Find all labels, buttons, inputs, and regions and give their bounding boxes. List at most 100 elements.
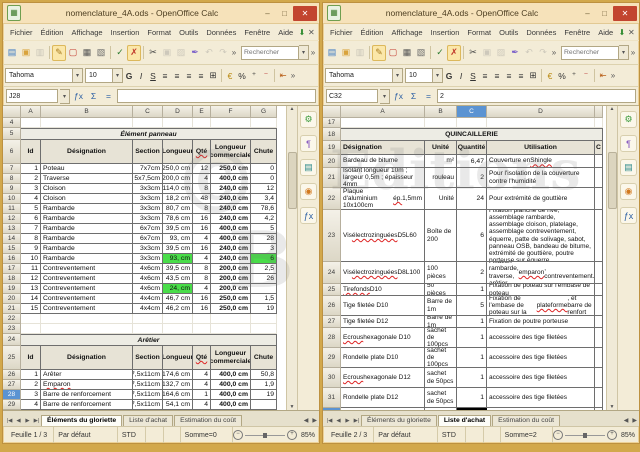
- cell-edge21[interactable]: [595, 168, 603, 188]
- row-header-22[interactable]: 22: [3, 314, 21, 324]
- functions-icon[interactable]: ƒx: [300, 207, 317, 224]
- cell-G7[interactable]: 0: [251, 164, 277, 174]
- cell-C21[interactable]: 4x4cm: [133, 304, 163, 314]
- sheet-nav-icon-1[interactable]: ◀: [16, 418, 21, 424]
- row-header-21[interactable]: 21: [323, 168, 341, 188]
- cell-A31[interactable]: Rondelle plate D12: [341, 388, 425, 408]
- cell-F29[interactable]: 400,0 cm: [211, 400, 251, 410]
- cell-B27[interactable]: Barre de 1m: [425, 316, 457, 328]
- update-available-icon[interactable]: ⬇: [298, 27, 306, 37]
- cell-A9[interactable]: 3: [21, 184, 41, 194]
- row-header-8[interactable]: 8: [3, 174, 21, 184]
- cell-B16[interactable]: Rambarde: [41, 254, 133, 264]
- cell-C20[interactable]: 4x4cm: [133, 294, 163, 304]
- cell-D25[interactable]: Fixation de poteau sur l'embase de potea…: [487, 284, 595, 296]
- menu-fichier[interactable]: Fichier: [330, 27, 353, 37]
- close-document-icon[interactable]: ✕: [627, 27, 635, 37]
- toolbar-overflow-icon[interactable]: »: [231, 48, 237, 57]
- cell-B25[interactable]: 50 pièces: [425, 284, 457, 296]
- cell-C15[interactable]: 3x3cm: [133, 244, 163, 254]
- cell-edge25[interactable]: [595, 284, 603, 296]
- cell-D21[interactable]: 46,2 cm: [163, 304, 193, 314]
- sheet-tab-liste-d-achat[interactable]: Liste d'achat: [437, 415, 492, 426]
- cell-C19[interactable]: 4x6cm: [133, 284, 163, 294]
- row-header-26[interactable]: 26: [323, 296, 341, 316]
- undo-icon[interactable]: ↶: [525, 47, 533, 57]
- menu-aide[interactable]: Aide: [598, 27, 614, 37]
- cell-B28[interactable]: sachet de 100pcs: [425, 328, 457, 348]
- menu-fichier[interactable]: Fichier: [10, 27, 33, 37]
- cell-E23[interactable]: [193, 324, 211, 334]
- font-size-select[interactable]: 10: [85, 68, 113, 83]
- cell-A4[interactable]: [21, 118, 41, 128]
- cell-B31[interactable]: sachet de 50pcs: [425, 388, 457, 408]
- font-name-select[interactable]: Tahoma: [325, 68, 393, 83]
- cell-edge23[interactable]: [595, 210, 603, 262]
- font-name-select[interactable]: Tahoma: [5, 68, 73, 83]
- cell-C11[interactable]: 3x3cm: [133, 204, 163, 214]
- cell-C20[interactable]: 6,47: [457, 155, 487, 168]
- undo-icon[interactable]: ↶: [205, 47, 213, 57]
- sheet-nav-icon-3[interactable]: ▶|: [353, 418, 360, 424]
- zoom-in-icon[interactable]: +: [286, 430, 297, 440]
- cell-G6[interactable]: Chute: [251, 140, 277, 164]
- cell-B14[interactable]: Rambarde: [41, 234, 133, 244]
- spellcheck-icon[interactable]: ✓: [436, 47, 444, 57]
- cell-C9[interactable]: 3x3cm: [133, 184, 163, 194]
- cell-A20[interactable]: 14: [21, 294, 41, 304]
- cell-B17[interactable]: [425, 118, 457, 128]
- cell-F18[interactable]: 200,0 cm: [211, 274, 251, 284]
- cell-F22[interactable]: [211, 314, 251, 324]
- scroll-down-icon[interactable]: ▼: [289, 404, 295, 410]
- cell-D19[interactable]: 24, cm: [163, 284, 193, 294]
- function-icon[interactable]: =: [106, 91, 111, 101]
- currency-format-icon[interactable]: €: [227, 70, 233, 81]
- add-decimal-icon[interactable]: ⁺: [571, 70, 577, 80]
- cell-E17[interactable]: 8: [193, 264, 211, 274]
- hscroll-arrow-1[interactable]: ▶: [632, 418, 637, 424]
- scroll-up-icon[interactable]: ▲: [289, 106, 295, 112]
- cell-B29[interactable]: Barre de renforcement: [41, 400, 133, 410]
- cell-C30[interactable]: 1: [457, 368, 487, 388]
- menu-outils[interactable]: Outils: [179, 27, 199, 37]
- print-icon[interactable]: ▦: [82, 47, 92, 57]
- merge-cells-icon[interactable]: ⊞: [209, 70, 217, 80]
- cell-E18[interactable]: 8: [193, 274, 211, 284]
- col-header-A[interactable]: A: [21, 106, 41, 118]
- zoom-track[interactable]: [564, 432, 605, 438]
- cell-B26[interactable]: Arêter: [41, 370, 133, 380]
- cell-B21[interactable]: Contreventement: [41, 304, 133, 314]
- row-header-21[interactable]: 21: [3, 304, 21, 314]
- menu-aide[interactable]: Aide: [278, 27, 294, 37]
- decrease-indent-icon[interactable]: ⇤: [279, 70, 287, 80]
- cell-E13[interactable]: 16: [193, 224, 211, 234]
- clone-formatting-icon[interactable]: ✒: [511, 47, 519, 57]
- row-header-31[interactable]: 31: [323, 388, 341, 408]
- cell-C22[interactable]: [133, 314, 163, 324]
- save-icon[interactable]: ▥: [355, 47, 365, 57]
- row-header-15[interactable]: 15: [3, 244, 21, 254]
- cell-D28[interactable]: accessoire des tige filetées: [487, 328, 595, 348]
- edit-mode-icon[interactable]: ✎: [52, 44, 66, 61]
- align-right-icon[interactable]: ≡: [506, 70, 512, 81]
- menu-fenêtre[interactable]: Fenêtre: [244, 27, 271, 37]
- percent-format-icon[interactable]: %: [238, 70, 246, 81]
- cell-A27[interactable]: 2: [21, 380, 41, 390]
- section-header-cell-24[interactable]: Arêtier: [21, 334, 277, 346]
- cell-F28[interactable]: 400,0 cm: [211, 390, 251, 400]
- row-header-14[interactable]: 14: [3, 234, 21, 244]
- cell-G13[interactable]: 5: [251, 224, 277, 234]
- sum-icon[interactable]: Σ: [410, 91, 417, 101]
- hscroll-arrow-0[interactable]: ◀: [623, 418, 629, 424]
- cell-F23[interactable]: [211, 324, 251, 334]
- cell-edge29[interactable]: [595, 348, 603, 368]
- cell-D22[interactable]: [163, 314, 193, 324]
- toolbar-overflow-icon[interactable]: »: [630, 48, 636, 57]
- cell-A17[interactable]: [341, 118, 425, 128]
- sheet-tab--l-ments-du-gloriette[interactable]: Éléments du gloriette: [41, 415, 123, 426]
- cell-A28[interactable]: 3: [21, 390, 41, 400]
- zoom-slider[interactable]: − +: [552, 430, 617, 440]
- row-header-23[interactable]: 23: [3, 324, 21, 334]
- cell-G8[interactable]: 0: [251, 174, 277, 184]
- cell-A11[interactable]: 5: [21, 204, 41, 214]
